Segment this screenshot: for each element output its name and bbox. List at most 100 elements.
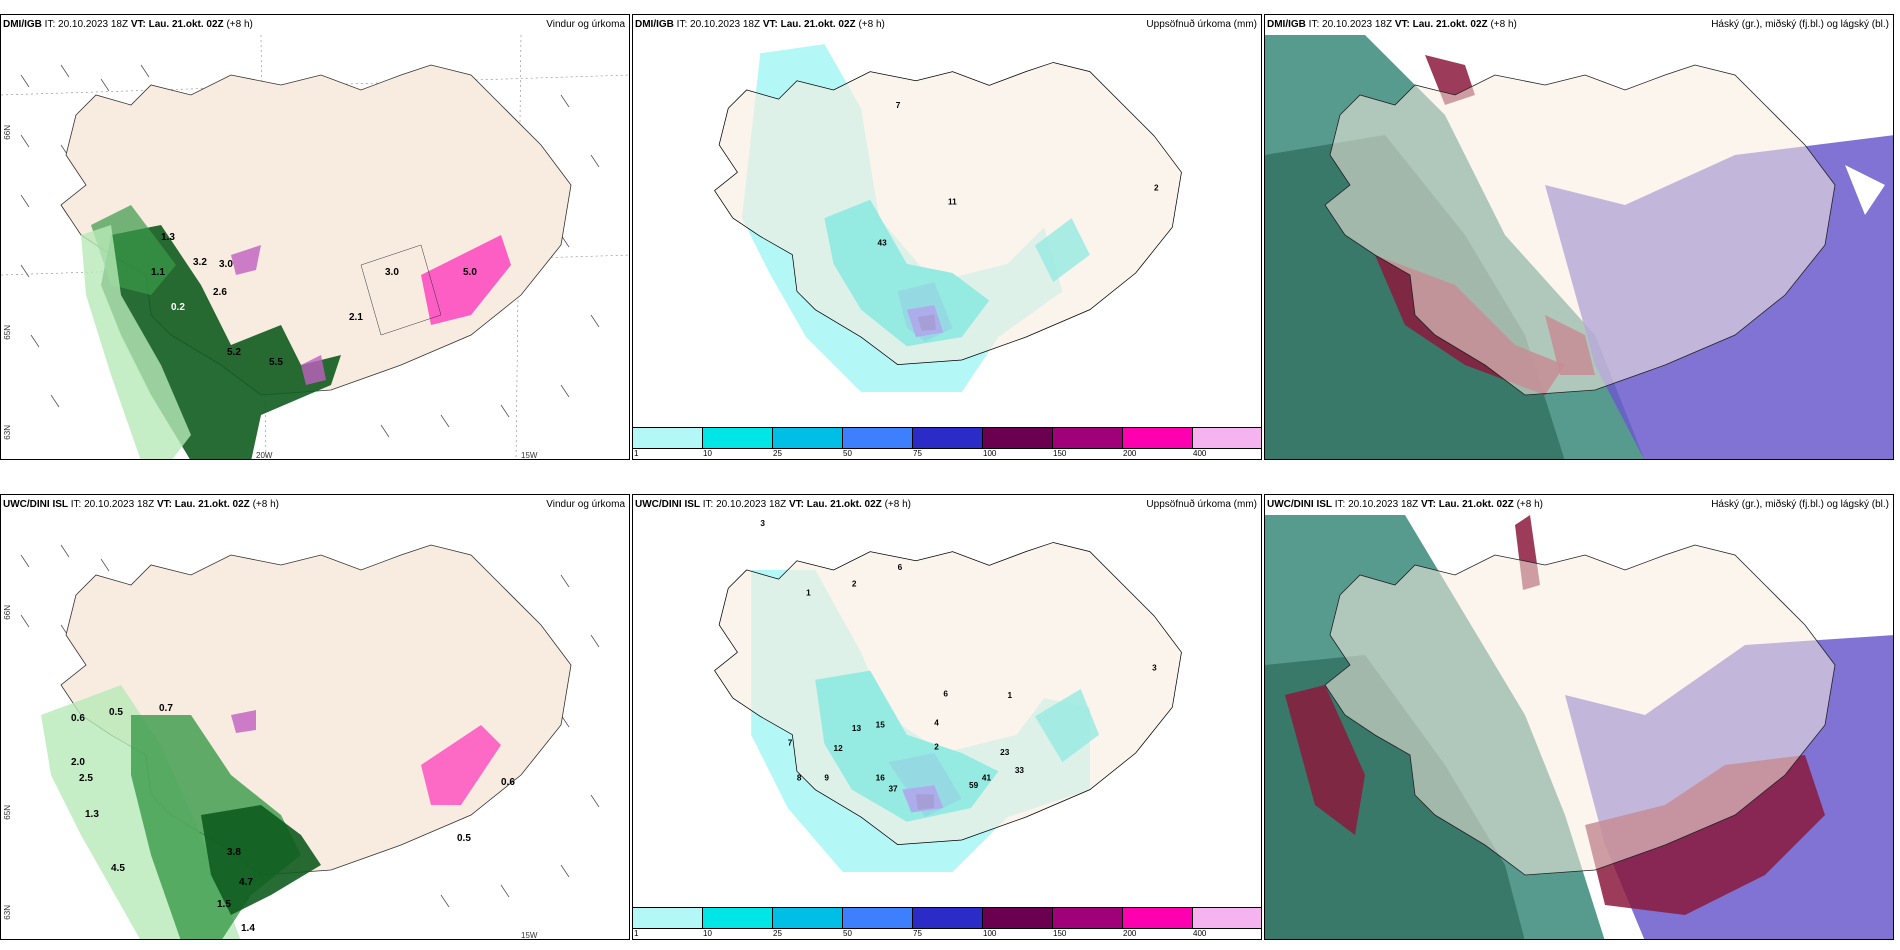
wind-precip-map: 0.7 0.5 0.6 2.0 2.5 1.3 3.8 4.7 4.5 1.5 … [1,515,629,939]
colorbar-swatch [703,908,773,928]
colorbar-tick: 400 [1193,929,1207,938]
colorbar [633,427,1261,449]
init-time: 20.10.2023 18Z [84,499,155,510]
value-label: 6 [898,563,903,572]
lat-label-65: 65N [3,325,12,340]
value-label: 1 [806,589,811,598]
value-label: 23 [1000,748,1010,757]
colorbar-tick: 25 [773,929,782,938]
wind-barbs [20,64,600,438]
value-label: 7 [896,101,901,110]
it-label: IT: [1308,19,1320,30]
model-name: UWC/DINI ISL [1267,499,1332,510]
colorbar-swatch [843,908,913,928]
value-label: 15 [876,720,886,729]
it-label: IT: [44,19,56,30]
colorbar-tick: 10 [703,449,712,458]
value-label: 0.7 [159,703,173,714]
accum-precip-map: 11 43 2 7 [659,35,1237,393]
model-name: DMI/IGB [3,19,42,30]
panel-header: UWC/DINI ISL IT: 20.10.2023 18Z VT: Lau.… [1267,499,1543,510]
value-label: 3.0 [385,267,399,278]
panel-title: Uppsöfnuð úrkoma (mm) [1146,499,1257,510]
valid-time: VT: Lau. 21.okt. 02Z [1394,19,1488,30]
panel-dmi-clouds: DMI/IGB IT: 20.10.2023 18Z VT: Lau. 21.o… [1264,14,1894,460]
colorbar-tick: 75 [913,449,922,458]
value-label: 3 [1152,664,1157,673]
colorbar-swatch [983,428,1053,448]
value-label: 4.7 [239,877,253,888]
panel-header: DMI/IGB IT: 20.10.2023 18Z VT: Lau. 21.o… [635,19,885,30]
value-label: 3.2 [193,257,207,268]
colorbar-swatch [773,908,843,928]
colorbar-swatch [633,428,703,448]
value-label: 1.3 [85,809,99,820]
model-name: DMI/IGB [1267,19,1306,30]
panel-header: DMI/IGB IT: 20.10.2023 18Z VT: Lau. 21.o… [3,19,253,30]
value-label: 41 [982,773,992,782]
colorbar-tick: 400 [1193,449,1207,458]
colorbar-swatch [1123,428,1193,448]
lat-label-65: 65N [3,805,12,820]
panel-dmi-accum-precip: DMI/IGB IT: 20.10.2023 18Z VT: Lau. 21.o… [632,14,1262,460]
colorbar-ticks: 1 10 25 50 75 100 150 200 400 [633,449,1261,459]
lat-label-63: 63N [3,425,12,440]
lon-label-15w: 15W [521,931,538,940]
value-label: 7 [788,739,793,748]
panel-header: UWC/DINI ISL IT: 20.10.2023 18Z VT: Lau.… [635,499,911,510]
colorbar-ticks: 1 10 25 50 75 100 150 200 400 [633,929,1261,939]
panel-title: Uppsöfnuð úrkoma (mm) [1146,19,1257,30]
panel-title: Vindur og úrkoma [546,19,625,30]
colorbar-tick: 75 [913,929,922,938]
panel-header: DMI/IGB IT: 20.10.2023 18Z VT: Lau. 21.o… [1267,19,1517,30]
colorbar-tick: 150 [1053,929,1067,938]
valid-time: VT: Lau. 21.okt. 02Z [788,499,882,510]
panel-dmi-wind-precip: DMI/IGB IT: 20.10.2023 18Z VT: Lau. 21.o… [0,14,630,460]
value-label: 3.8 [227,847,241,858]
iceland-outline [1324,544,1836,876]
value-label: 37 [888,784,898,793]
it-label: IT: [702,499,714,510]
it-label: IT: [70,499,82,510]
colorbar-tick: 100 [983,449,997,458]
value-label: 4 [934,719,939,728]
colorbar-swatch [1123,908,1193,928]
colorbar-swatch [1193,908,1261,928]
value-label: 59 [969,781,979,790]
init-time: 20.10.2023 18Z [690,19,761,30]
colorbar-swatch [1193,428,1261,448]
cloud-map [1265,515,1893,939]
value-label: 5.2 [227,347,241,358]
lon-label-15w: 15W [521,451,538,460]
it-label: IT: [676,19,688,30]
colorbar-tick: 10 [703,929,712,938]
cloud-map [1265,35,1893,459]
valid-time: VT: Lau. 21.okt. 02Z [1420,499,1514,510]
value-label: 2 [852,579,857,588]
value-label: 33 [1015,766,1025,775]
lead-time: (+8 h) [226,19,253,30]
colorbar-tick: 100 [983,929,997,938]
value-label: 1 [1008,691,1013,700]
panel-uwc-accum-precip: UWC/DINI ISL IT: 20.10.2023 18Z VT: Lau.… [632,494,1262,940]
colorbar-swatch [633,908,703,928]
lon-label-20w: 20W [256,451,273,460]
value-label: 0.6 [501,777,515,788]
colorbar-tick: 150 [1053,449,1067,458]
iceland-outline [1324,64,1836,396]
value-label: 2.6 [213,287,227,298]
value-label: 2.5 [79,773,93,784]
lead-time: (+8 h) [884,499,911,510]
value-label: 1.5 [217,899,231,910]
panel-header: UWC/DINI ISL IT: 20.10.2023 18Z VT: Lau.… [3,499,279,510]
value-label: 6 [943,689,948,698]
lead-time: (+8 h) [1516,499,1543,510]
colorbar-tick: 50 [843,449,852,458]
panel-title: Háský (gr.), miðský (fj.bl.) og lágský (… [1711,499,1889,510]
value-label: 1.1 [151,267,165,278]
lat-label-63: 63N [3,905,12,920]
value-label: 11 [948,197,957,206]
colorbar-swatch [913,908,983,928]
colorbar [633,907,1261,929]
value-label: 0.2 [171,302,185,313]
